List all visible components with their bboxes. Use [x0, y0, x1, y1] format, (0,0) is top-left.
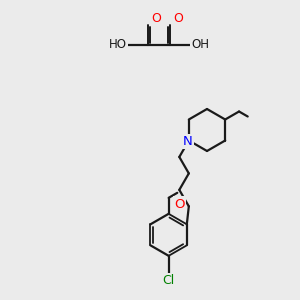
Text: O: O: [175, 198, 185, 211]
Text: O: O: [173, 11, 183, 25]
Text: O: O: [151, 11, 161, 25]
Text: N: N: [183, 135, 193, 148]
Text: OH: OH: [191, 38, 209, 52]
Text: Cl: Cl: [163, 274, 175, 287]
Text: HO: HO: [109, 38, 127, 52]
